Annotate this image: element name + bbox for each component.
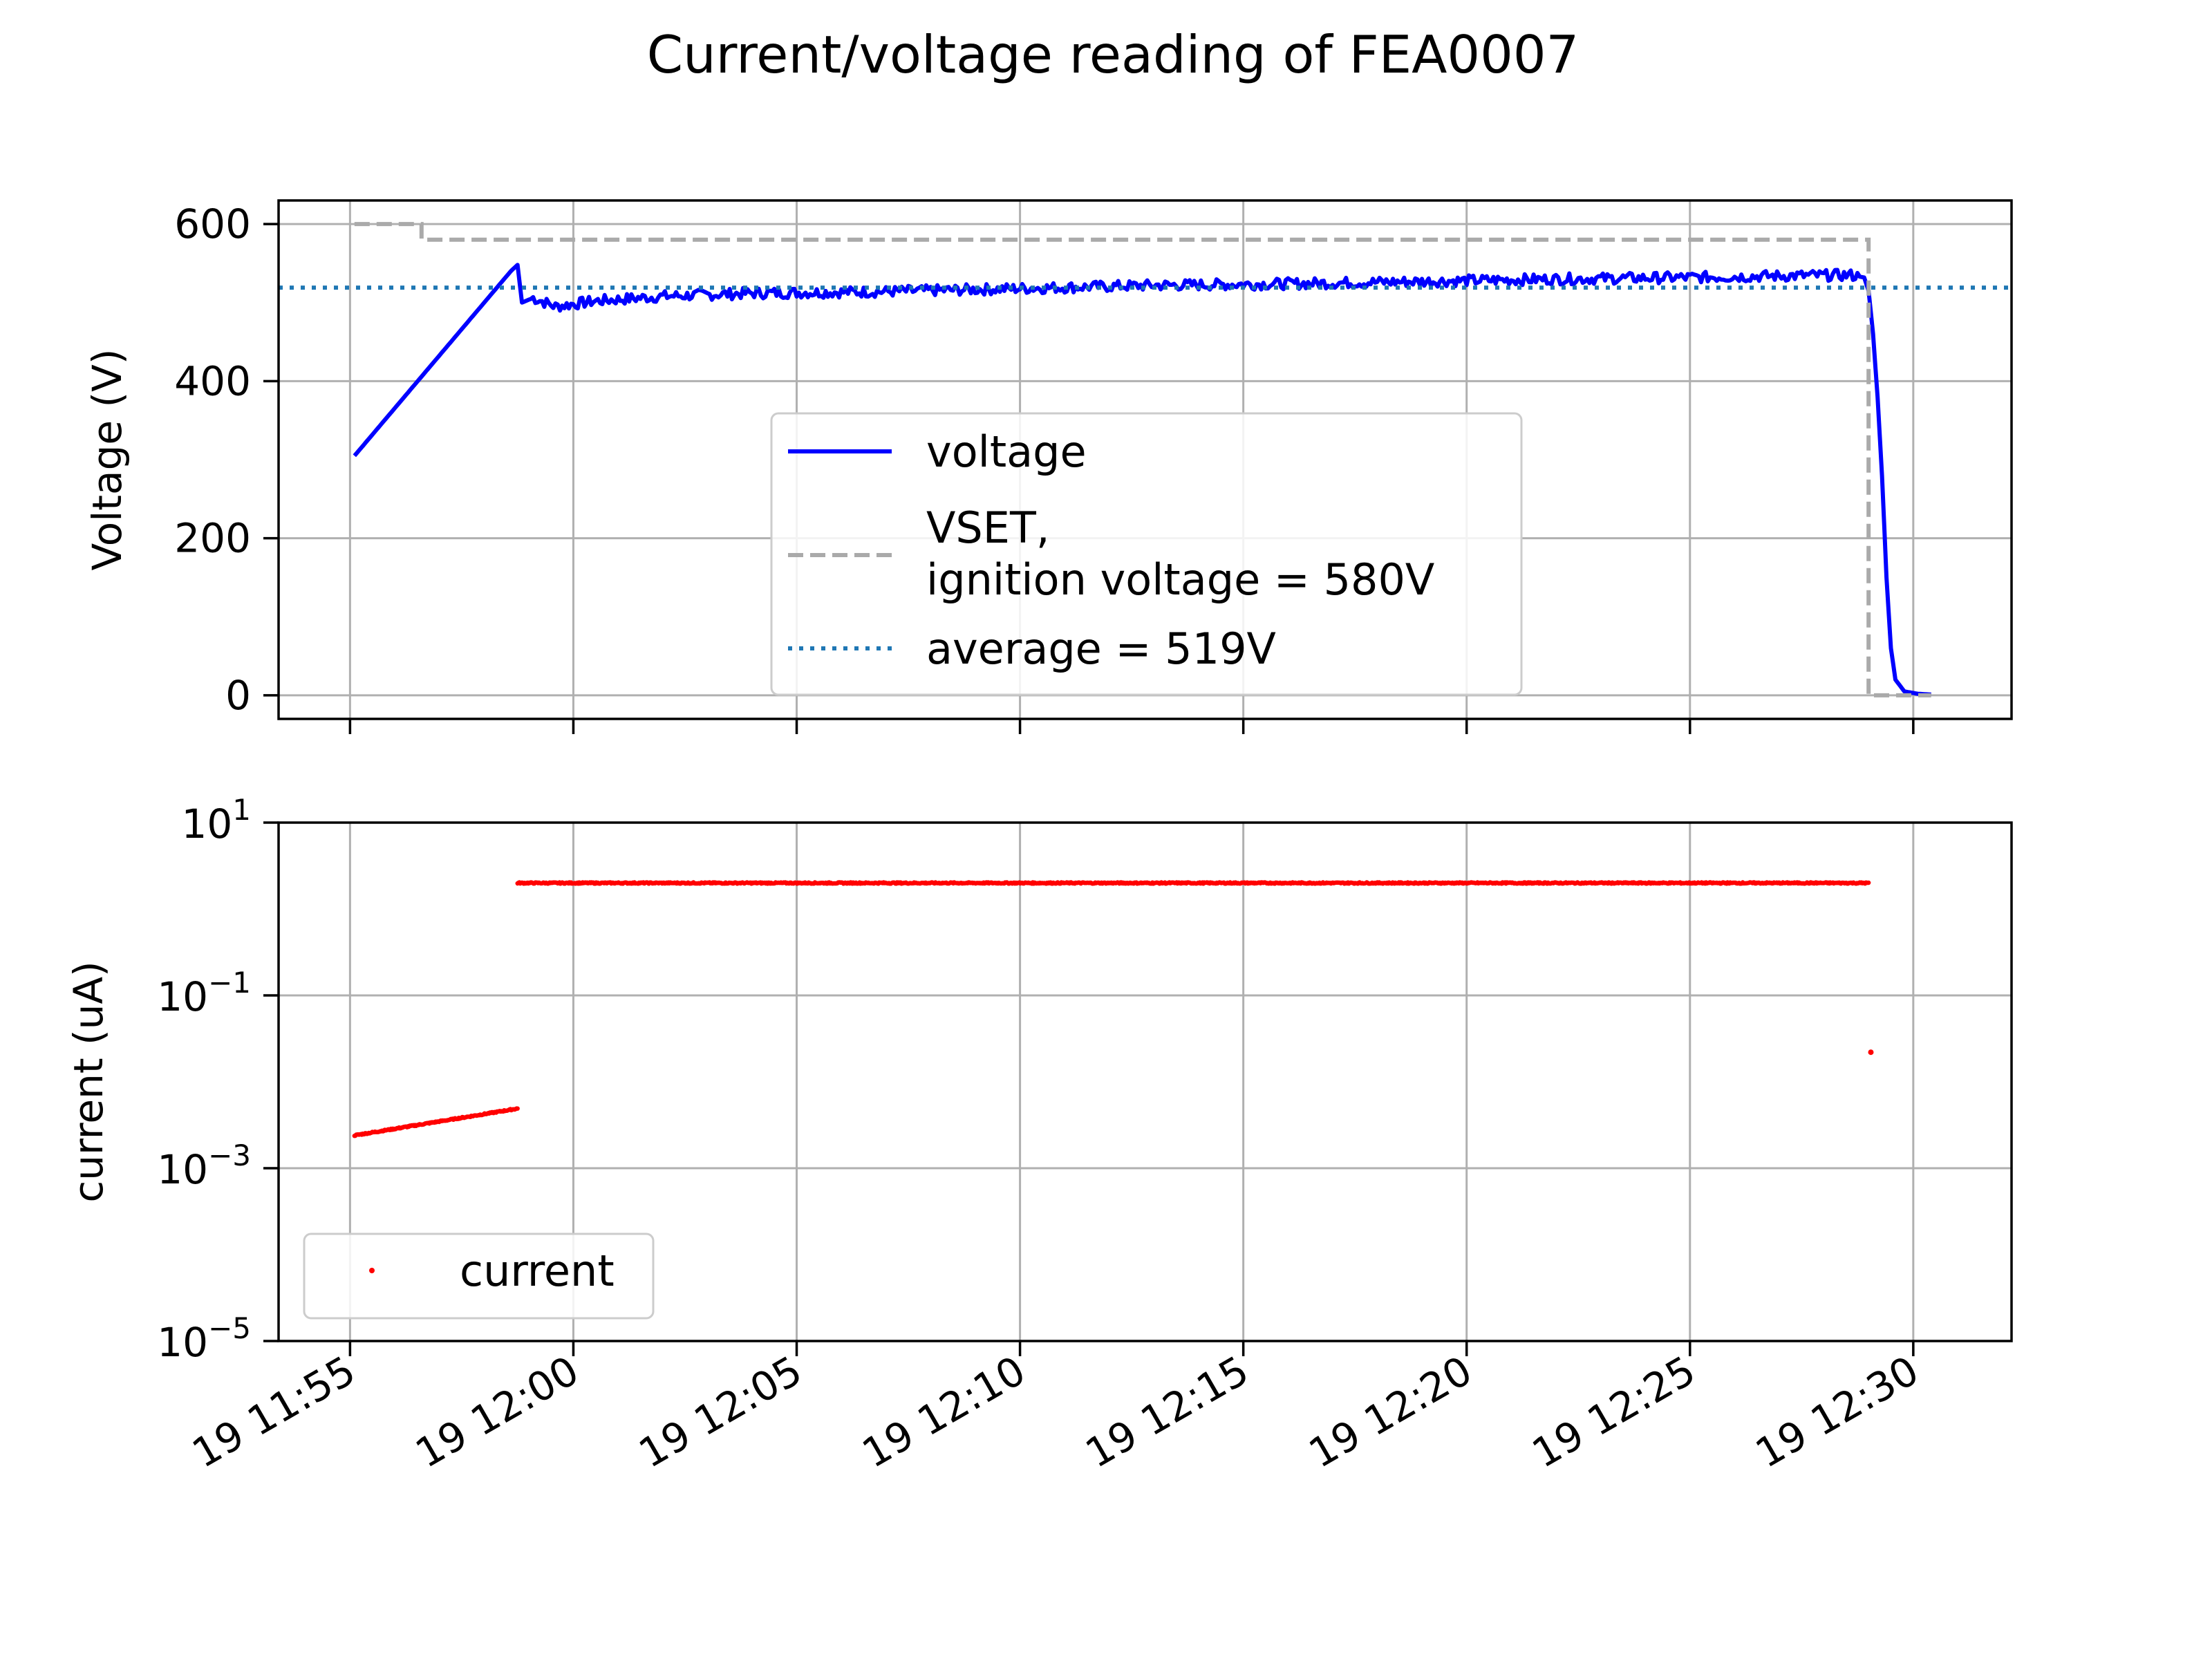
- current-point: [515, 1106, 520, 1111]
- voltage-y-tick-label: 600: [174, 200, 251, 247]
- x-tick-label: 19 12:10: [854, 1347, 1033, 1477]
- x-tick-label: 19 12:00: [408, 1347, 587, 1477]
- voltage-series-group: [279, 222, 2012, 697]
- current-point: [1866, 880, 1871, 885]
- voltage-y-tick-label: 0: [225, 672, 251, 719]
- x-tick-label: 19 12:25: [1524, 1347, 1703, 1477]
- x-axis-tick-labels: 19 11:55 19 12:00 19 12:05 19 12:10 19 12:15…: [185, 1347, 1927, 1477]
- legend-label-voltage: voltage: [926, 427, 1087, 477]
- voltage-y-axis-label: Voltage (V): [84, 349, 131, 571]
- x-tick-label: 19 12:15: [1078, 1347, 1257, 1477]
- legend-label-average: average = 519V: [926, 624, 1276, 674]
- vset-line: [354, 222, 1931, 697]
- x-tick-label: 19 12:20: [1301, 1347, 1480, 1477]
- x-tick-label: 19 12:05: [631, 1347, 810, 1477]
- current-y-tick-label: 101: [181, 793, 251, 847]
- current-point: [1868, 1049, 1874, 1056]
- current-legend: current: [303, 1232, 655, 1320]
- current-y-tick-label: 10−3: [157, 1138, 251, 1193]
- current-y-axis-label: current (uA): [65, 961, 112, 1202]
- x-tick-label: 19 11:55: [185, 1347, 364, 1477]
- voltage-y-tick-label: 400: [174, 357, 251, 404]
- current-legend-box: [303, 1232, 655, 1320]
- voltage-y-tick-label: 200: [174, 515, 251, 562]
- legend-label-current: current: [460, 1246, 615, 1296]
- voltage-panel: 0 200 400 600 Voltage (V) voltage VSET, igni…: [84, 199, 2013, 734]
- chart-title: Current/voltage reading of FEA0007: [647, 24, 1580, 85]
- current-y-tick-label: 10−5: [157, 1311, 251, 1366]
- legend-swatch-current: [369, 1268, 375, 1273]
- current-panel: 101 10−1 10−3 10−5 current (uA) current: [65, 793, 2013, 1366]
- legend-label-vset: VSET, ignition voltage = 580V: [926, 503, 1434, 605]
- current-axis-ticks: 101 10−1 10−3 10−5: [157, 793, 1915, 1366]
- voltage-legend: voltage VSET, ignition voltage = 580V ave…: [770, 412, 1523, 696]
- x-tick-label: 19 12:30: [1747, 1347, 1927, 1477]
- voltage-axis-ticks: 0 200 400 600: [174, 200, 1915, 734]
- voltage-plot-frame: [277, 199, 2013, 720]
- current-y-tick-label: 10−1: [157, 966, 251, 1020]
- current-series-group: [352, 880, 1874, 1138]
- current-plot-frame: [277, 821, 2013, 1342]
- voltage-legend-box: [770, 412, 1523, 696]
